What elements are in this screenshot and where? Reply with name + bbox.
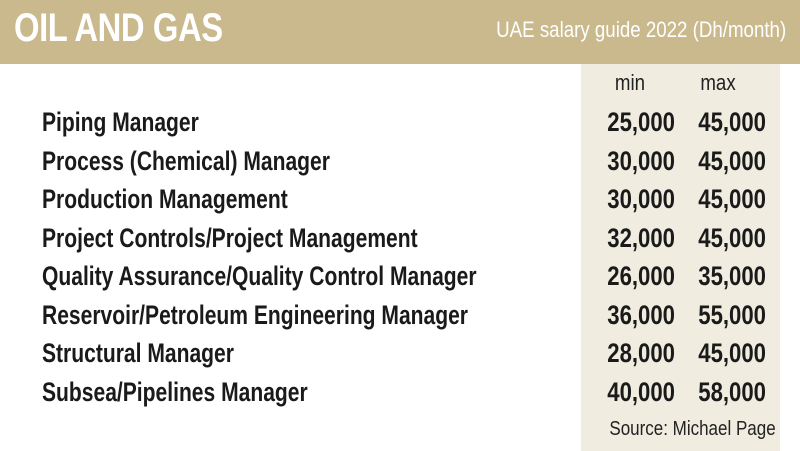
max-salary: 45,000 bbox=[698, 338, 766, 368]
table-row: Process (Chemical) Manager 30,000 45,000 bbox=[0, 144, 800, 182]
table-row: Quality Assurance/Quality Control Manage… bbox=[0, 259, 800, 297]
max-salary: 45,000 bbox=[698, 184, 766, 214]
role-label: Project Controls/Project Management bbox=[42, 222, 418, 253]
table-row: Subsea/Pipelines Manager 40,000 58,000 bbox=[0, 375, 800, 413]
min-salary: 36,000 bbox=[607, 299, 675, 330]
table-row: Piping Manager 25,000 45,000 bbox=[0, 105, 800, 143]
column-header-min: min bbox=[614, 70, 646, 95]
chart-subtitle: UAE salary guide 2022 (Dh/month) bbox=[496, 17, 786, 42]
role-label: Subsea/Pipelines Manager bbox=[42, 376, 308, 407]
source-note: Source: Michael Page bbox=[609, 418, 776, 440]
role-label: Piping Manager bbox=[42, 107, 199, 137]
max-salary: 58,000 bbox=[698, 376, 766, 407]
table-row: Production Management 30,000 45,000 bbox=[0, 182, 800, 220]
column-header-max: max bbox=[700, 70, 736, 95]
table-row: Project Controls/Project Management 32,00… bbox=[0, 221, 800, 259]
min-salary: 30,000 bbox=[607, 145, 675, 176]
max-salary: 35,000 bbox=[698, 261, 766, 291]
role-label: Quality Assurance/Quality Control Manage… bbox=[42, 261, 477, 291]
min-salary: 30,000 bbox=[607, 184, 675, 214]
role-label: Structural Manager bbox=[42, 338, 234, 368]
max-salary: 55,000 bbox=[698, 299, 766, 330]
chart-title: OIL AND GAS bbox=[14, 6, 223, 50]
role-label: Production Management bbox=[42, 184, 288, 214]
max-salary: 45,000 bbox=[698, 107, 766, 137]
table-row: Structural Manager 28,000 45,000 bbox=[0, 336, 800, 374]
min-salary: 28,000 bbox=[607, 338, 675, 368]
max-salary: 45,000 bbox=[698, 145, 766, 176]
max-salary: 45,000 bbox=[698, 222, 766, 253]
role-label: Process (Chemical) Manager bbox=[42, 145, 330, 176]
min-salary: 26,000 bbox=[607, 261, 675, 291]
min-salary: 40,000 bbox=[607, 376, 675, 407]
role-label: Reservoir/Petroleum Engineering Manager bbox=[42, 299, 469, 330]
header-banner: OIL AND GAS UAE salary guide 2022 (Dh/mo… bbox=[0, 0, 800, 64]
number-column-background bbox=[581, 64, 780, 451]
min-salary: 25,000 bbox=[607, 107, 675, 137]
table-row: Reservoir/Petroleum Engineering Manager 3… bbox=[0, 298, 800, 336]
min-salary: 32,000 bbox=[607, 222, 675, 253]
